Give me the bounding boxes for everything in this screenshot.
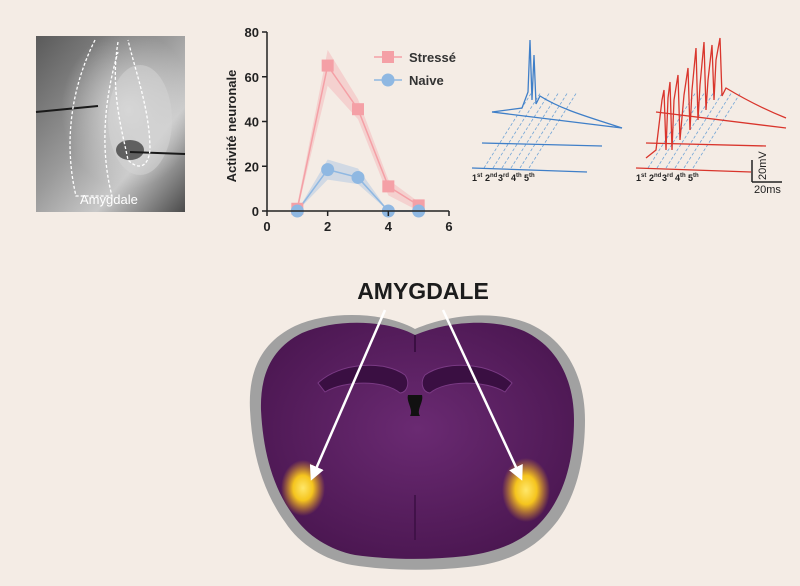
left-arrow [309,309,387,481]
trace-label-1: 1st [472,173,482,183]
spike-trace [491,39,623,129]
chart-axes: 0 20 40 60 80 0 2 4 6 [245,25,453,234]
error-band-series-0 [297,49,419,212]
y-tick-label: 60 [245,70,259,85]
x-tick-label: 0 [263,219,270,234]
left-amygdala-highlight [281,460,325,516]
trace-label-5: 5th [524,173,535,183]
trace-label-2: 2nd [485,173,498,183]
baseline-trace [655,111,787,129]
legend-marker [381,73,395,87]
alignment-line [492,91,542,169]
brain-tissue [260,322,574,559]
trace-label-2: 2nd [649,173,662,183]
scale-time-label: 20ms [754,184,781,196]
baseline-trace [471,167,588,173]
alignment-line [510,91,560,169]
data-point [382,180,395,193]
alignment-line [501,91,551,169]
x-tick-label: 2 [324,219,331,234]
scale-voltage-label: 20mV [757,151,769,180]
y-tick-label: 20 [245,159,259,174]
right-ventricle [421,364,513,394]
left-ventricle [317,364,409,394]
legend-label: Stressé [409,50,456,65]
data-point [321,163,335,177]
baseline-trace [491,111,623,129]
right-arrow [441,309,523,481]
trace-label-3: 3rd [662,173,673,183]
x-tick-label: 6 [445,219,452,234]
scale-bar: 20mV 20ms [751,151,782,196]
alignment-line [519,91,569,169]
baseline-trace [481,142,603,147]
legend-marker [382,51,394,63]
trace-label-5: 5th [688,173,699,183]
amygdale-title: AMYGDALE [357,278,489,304]
y-tick-label: 0 [252,204,259,219]
data-point [351,170,365,184]
y-tick-label: 80 [245,25,259,40]
brain-section: AMYGDALE [249,278,585,570]
red-traces: 1st 2nd 3rd 4th 5th [635,37,787,183]
amygdale-photo-label: Amygdale [80,192,138,207]
trace-label-1: 1st [636,173,646,183]
third-ventricle [407,395,423,416]
electrode [35,105,99,113]
chart-legend: Stressé Naive [374,50,456,88]
baseline-trace [645,142,767,147]
trace-label-4: 4th [511,173,522,183]
data-point [352,103,364,116]
x-tick-label: 4 [385,219,393,234]
y-axis-label: Activité neuronale [224,70,239,183]
baseline-trace [635,167,752,173]
alignment-line [483,91,533,169]
trace-label-4: 4th [675,173,686,183]
legend-label: Naive [409,73,444,88]
y-tick-label: 40 [245,115,259,130]
activity-chart: 0 20 40 60 80 0 2 4 6 Activité neuronale Stressé… [224,25,456,234]
blue-traces: 1st 2nd 3rd 4th 5th [471,39,623,183]
spike-trace [645,37,787,159]
trace-label-3: 3rd [498,173,509,183]
alignment-line [692,91,742,169]
amygdala-outline [69,39,119,197]
data-point [321,59,334,72]
slice-photo: Amygdale [35,36,186,212]
right-amygdala-highlight [502,458,550,522]
